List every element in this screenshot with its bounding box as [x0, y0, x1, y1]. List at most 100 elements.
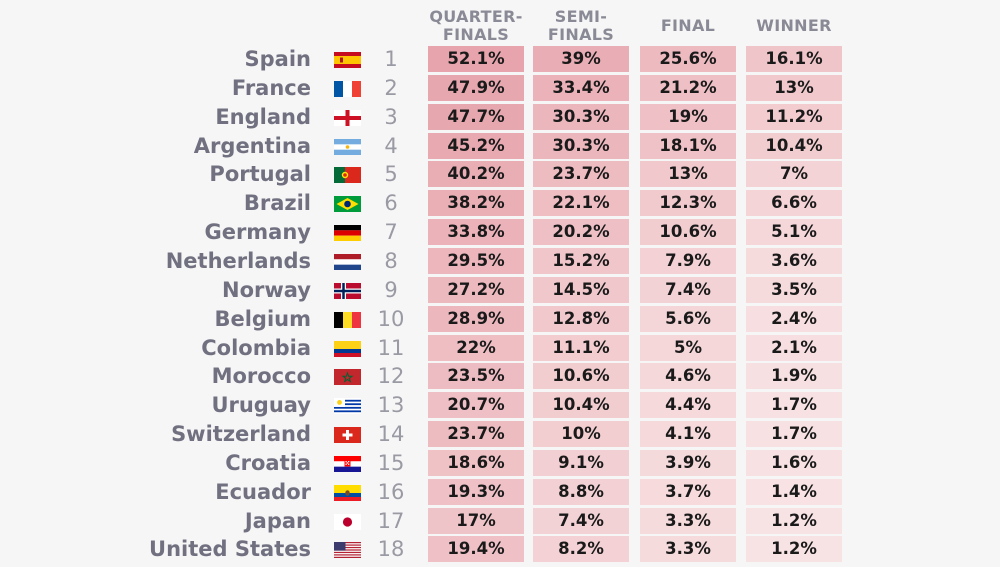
japan-flag	[334, 513, 361, 530]
probability-cell: 10.4%	[533, 392, 629, 419]
country-name: France	[231, 75, 311, 100]
country-name: Netherlands	[165, 248, 311, 273]
table-row: Uruguay 13 20.7% 10.4% 4.4% 1.7%	[0, 392, 1000, 419]
ecuador-flag	[334, 484, 361, 501]
probability-cell: 19.4%	[428, 536, 524, 563]
table-row: Japan 17 17% 7.4% 3.3% 1.2%	[0, 507, 1000, 534]
probability-cell: 18.1%	[640, 132, 736, 159]
probability-cell: 7.4%	[533, 507, 629, 534]
uruguay-flag	[334, 398, 361, 415]
header-semi-finals: SEMI- FINALS	[547, 7, 615, 44]
country-name: Switzerland	[171, 422, 311, 447]
argentina-flag	[334, 138, 361, 155]
netherlands-flag	[334, 253, 361, 270]
probability-cell: 15.2%	[533, 247, 629, 274]
table-row: Norway 9 27.2% 14.5% 7.4% 3.5%	[0, 276, 1000, 303]
probability-cell: 7.4%	[640, 276, 736, 303]
rank-number: 17	[377, 508, 405, 533]
table-row: France 2 47.9% 33.4% 21.2% 13%	[0, 74, 1000, 101]
probability-cell: 30.3%	[533, 132, 629, 159]
probability-cell: 33.8%	[428, 219, 524, 246]
probability-cell: 4.4%	[640, 392, 736, 419]
probability-cell: 39%	[533, 46, 629, 72]
rank-number: 3	[384, 104, 398, 129]
probability-cell: 12.3%	[640, 190, 736, 217]
probability-cell: 3.3%	[640, 507, 736, 534]
france-flag	[334, 80, 361, 97]
probability-cell: 1.6%	[746, 449, 842, 476]
probability-cell: 1.4%	[746, 478, 842, 505]
table-row: Argentina 4 45.2% 30.3% 18.1% 10.4%	[0, 132, 1000, 159]
table-row: England 3 47.7% 30.3% 19% 11.2%	[0, 103, 1000, 130]
probability-cell: 3.7%	[640, 478, 736, 505]
rank-number: 6	[384, 191, 398, 216]
probability-cell: 3.5%	[746, 276, 842, 303]
probability-cell: 1.7%	[746, 421, 842, 448]
country-name: Brazil	[243, 191, 311, 216]
country-name: Germany	[204, 220, 311, 245]
brazil-flag	[334, 196, 361, 213]
switzerland-flag	[334, 427, 361, 444]
probability-cell: 6.6%	[746, 190, 842, 217]
table-row: Croatia 15 18.6% 9.1% 3.9% 1.6%	[0, 449, 1000, 476]
probability-cell: 16.1%	[746, 46, 842, 72]
rank-number: 12	[377, 364, 405, 389]
table-row: Brazil 6 38.2% 22.1% 12.3% 6.6%	[0, 190, 1000, 217]
probability-cell: 11.2%	[746, 103, 842, 130]
rank-number: 13	[377, 393, 405, 418]
probability-cell: 14.5%	[533, 276, 629, 303]
probability-cell: 9.1%	[533, 449, 629, 476]
table-row: Netherlands 8 29.5% 15.2% 7.9% 3.6%	[0, 247, 1000, 274]
norway-flag	[334, 282, 361, 299]
probability-cell: 33.4%	[533, 74, 629, 101]
country-name: Croatia	[225, 450, 311, 475]
country-name: Argentina	[193, 133, 311, 158]
rank-number: 10	[377, 306, 405, 331]
rank-number: 5	[384, 162, 398, 187]
probability-cell: 8.2%	[533, 536, 629, 563]
probability-cell: 21.2%	[640, 74, 736, 101]
probability-cell: 25.6%	[640, 46, 736, 72]
probability-cell: 10%	[533, 421, 629, 448]
croatia-flag	[334, 455, 361, 472]
country-name: Colombia	[201, 335, 311, 360]
table-row: Ecuador 16 19.3% 8.8% 3.7% 1.4%	[0, 478, 1000, 505]
rank-number: 1	[384, 47, 398, 71]
probability-cell: 7%	[746, 161, 842, 188]
probability-cell: 28.9%	[428, 305, 524, 332]
probability-cell: 20.2%	[533, 219, 629, 246]
rank-number: 4	[384, 133, 398, 158]
header-final: FINAL	[660, 16, 716, 35]
probability-cell: 3.3%	[640, 536, 736, 563]
country-name: Uruguay	[211, 393, 311, 418]
country-name: Japan	[244, 508, 311, 533]
rank-number: 8	[384, 248, 398, 273]
probability-cell: 2.1%	[746, 334, 842, 361]
probability-cell: 2.4%	[746, 305, 842, 332]
probability-cell: 18.6%	[428, 449, 524, 476]
probability-cell: 10.6%	[533, 363, 629, 390]
rank-number: 11	[377, 335, 405, 360]
probability-cell: 7.9%	[640, 247, 736, 274]
table-row: Portugal 5 40.2% 23.7% 13% 7%	[0, 161, 1000, 188]
country-name: Morocco	[211, 364, 311, 389]
probability-cell: 5.1%	[746, 219, 842, 246]
probability-cell: 10.6%	[640, 219, 736, 246]
colombia-flag	[334, 340, 361, 357]
probability-cell: 22.1%	[533, 190, 629, 217]
table-row: Germany 7 33.8% 20.2% 10.6% 5.1%	[0, 219, 1000, 246]
country-name: Belgium	[214, 306, 311, 331]
probability-cell: 5%	[640, 334, 736, 361]
table-row: Switzerland 14 23.7% 10% 4.1% 1.7%	[0, 421, 1000, 448]
probability-cell: 3.9%	[640, 449, 736, 476]
probability-cell: 30.3%	[533, 103, 629, 130]
probability-cell: 47.7%	[428, 103, 524, 130]
belgium-flag	[334, 311, 361, 328]
probability-cell: 10.4%	[746, 132, 842, 159]
probability-cell: 52.1%	[428, 46, 524, 72]
probability-cell: 4.1%	[640, 421, 736, 448]
table-row: Morocco 12 23.5% 10.6% 4.6% 1.9%	[0, 363, 1000, 390]
country-name: Portugal	[209, 162, 311, 187]
country-name: England	[215, 104, 311, 129]
probability-cell: 1.7%	[746, 392, 842, 419]
